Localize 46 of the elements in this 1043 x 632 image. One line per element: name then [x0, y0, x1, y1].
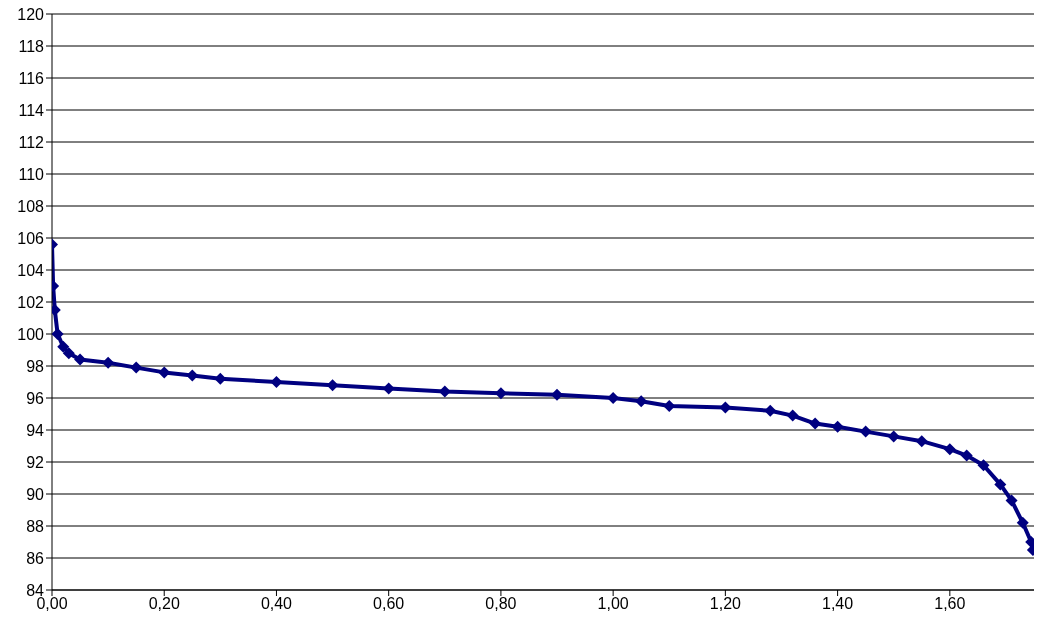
- y-tick-label: 102: [17, 293, 45, 311]
- point: [915, 435, 928, 448]
- x-tick-label: 1,20: [709, 595, 742, 613]
- point: [977, 459, 990, 472]
- x-tick-label: 0,40: [260, 595, 293, 613]
- point: [994, 478, 1007, 491]
- point: [130, 361, 143, 374]
- y-tick-label: 86: [26, 549, 45, 567]
- point: [52, 328, 64, 340]
- y-tick-label: 92: [26, 453, 45, 471]
- y-tick-label: 110: [18, 165, 45, 183]
- y-tick-label: 108: [17, 197, 45, 215]
- x-tick-label: 1,40: [822, 595, 854, 613]
- point: [57, 340, 70, 353]
- x-tick-label: 1,00: [597, 595, 629, 613]
- x-tick-label: 0,20: [148, 595, 180, 613]
- y-tick-label: 112: [18, 133, 45, 151]
- y-tick-label: 98: [26, 357, 45, 375]
- y-tick-label: 88: [26, 517, 45, 535]
- y-tick-label: 106: [17, 229, 45, 247]
- point: [270, 376, 283, 388]
- point: [786, 409, 799, 422]
- point: [62, 347, 75, 360]
- point: [635, 395, 648, 408]
- y-tick-label: 94: [26, 421, 45, 439]
- point: [1016, 516, 1029, 529]
- point: [859, 425, 872, 438]
- point: [943, 443, 956, 456]
- x-tick-label: 1,60: [934, 595, 966, 613]
- point: [102, 356, 115, 369]
- point: [887, 430, 900, 443]
- point: [960, 449, 973, 462]
- point: [809, 417, 822, 430]
- x-tick-label: 0,80: [485, 595, 517, 613]
- y-tick-label: 118: [18, 37, 45, 55]
- y-tick-label: 90: [26, 485, 45, 503]
- y-tick-label: 96: [26, 389, 45, 407]
- x-tick-label: 0,00: [36, 595, 68, 613]
- point: [1005, 494, 1018, 507]
- x-tick-label: 0,60: [373, 595, 405, 613]
- y-tick-label: 120: [17, 5, 45, 23]
- point: [764, 404, 777, 417]
- y-tick-label: 114: [18, 101, 45, 119]
- y-tick-label: 116: [18, 69, 45, 87]
- y-tick-label: 100: [17, 325, 45, 343]
- y-tick-label: 104: [17, 261, 45, 279]
